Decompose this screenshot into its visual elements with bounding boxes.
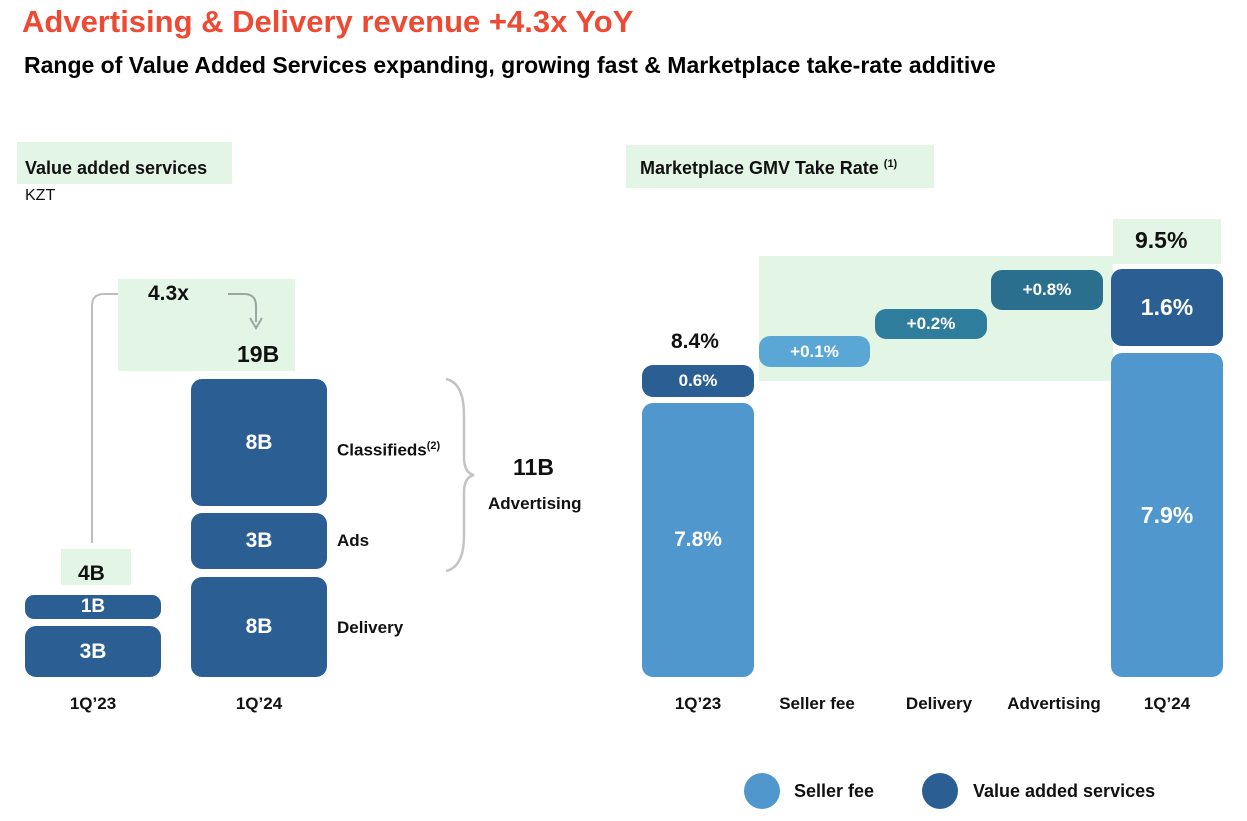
- step-delivery-value: +0.2%: [906, 314, 956, 333]
- start-vas-value: 0.6%: [678, 371, 718, 390]
- start-seller-fee-value: 7.8%: [674, 528, 722, 551]
- step-seller-fee-bar: +0.1%: [759, 336, 870, 367]
- right-category-1q24: 1Q’24: [1143, 694, 1191, 713]
- delivery-value: 8B: [245, 615, 273, 638]
- ads-segment-label: Ads: [337, 531, 370, 550]
- left-heading-highlight: [17, 142, 232, 184]
- page-title: Advertising & Delivery revenue +4.3x YoY: [22, 4, 634, 39]
- growth-connector: [91, 293, 263, 543]
- right-category-1q23: 1Q’23: [674, 694, 722, 713]
- classifieds-segment-label: Classifieds(2): [337, 440, 440, 461]
- step-advertising-bar: +0.8%: [991, 270, 1103, 310]
- q1-23-total-label: 4B: [78, 562, 105, 585]
- step-advertising-value: +0.8%: [1022, 280, 1072, 299]
- right-category-advertising: Advertising: [1007, 694, 1101, 713]
- end-total-highlight: [1113, 219, 1221, 264]
- classifieds-bar: 8B: [191, 379, 327, 506]
- page-subtitle: Range of Value Added Services expanding,…: [24, 52, 996, 78]
- take-rate-title: Marketplace GMV Take Rate: [640, 158, 879, 178]
- end-seller-fee-value: 7.9%: [1140, 501, 1194, 528]
- legend-seller-fee-swatch: [744, 773, 780, 809]
- left-category-1q24: 1Q’24: [235, 694, 283, 713]
- right-category-seller-fee: Seller fee: [779, 694, 855, 713]
- delivery-bar: 8B: [191, 577, 327, 677]
- end-vas-value: 1.6%: [1140, 294, 1194, 320]
- growth-label: 4.3x: [148, 282, 189, 305]
- take-rate-footnote: (1): [883, 158, 898, 170]
- advertising-total-label: Advertising: [488, 494, 582, 513]
- right-category-delivery: Delivery: [905, 694, 973, 713]
- q1-23-total-highlight: [61, 549, 131, 585]
- growth-highlight: [118, 279, 295, 371]
- start-total-label: 8.4%: [671, 330, 719, 353]
- legend-vas-swatch: [922, 773, 958, 809]
- delivery-segment-label: Delivery: [337, 618, 404, 637]
- advertising-bracket: [445, 377, 475, 573]
- end-total-label: 9.5%: [1135, 227, 1188, 253]
- legend-vas-label: Value added services: [973, 781, 1156, 801]
- step-delivery-bar: +0.2%: [875, 309, 987, 339]
- right-heading-highlight: [626, 145, 934, 188]
- step-seller-fee-value: +0.1%: [790, 341, 839, 361]
- q1-23-upper-value: 1B: [80, 596, 106, 617]
- advertising-total-value: 11B: [513, 454, 554, 480]
- left-panel-unit: KZT: [25, 187, 56, 204]
- classifieds-text: Classifieds: [337, 440, 427, 460]
- classifieds-value: 8B: [245, 430, 273, 454]
- end-vas-bar: 1.6%: [1111, 269, 1223, 346]
- q1-23-vas-upper-bar: 1B: [25, 595, 161, 619]
- ads-bar: 3B: [191, 513, 327, 569]
- start-seller-fee-bar: 7.8%: [642, 403, 754, 677]
- left-panel-heading: Value added services: [25, 158, 208, 178]
- start-vas-bar: 0.6%: [642, 365, 754, 397]
- right-panel-heading: Marketplace GMV Take Rate (1): [640, 158, 897, 179]
- ads-value: 3B: [245, 529, 273, 552]
- q1-23-vas-lower-bar: 3B: [25, 626, 161, 677]
- left-category-1q23: 1Q’23: [69, 694, 117, 713]
- classifieds-footnote: (2): [426, 440, 441, 452]
- legend-seller-fee-label: Seller fee: [794, 781, 875, 801]
- end-seller-fee-bar: 7.9%: [1111, 353, 1223, 677]
- q1-24-total-label: 19B: [237, 341, 280, 367]
- q1-23-lower-value: 3B: [79, 639, 107, 663]
